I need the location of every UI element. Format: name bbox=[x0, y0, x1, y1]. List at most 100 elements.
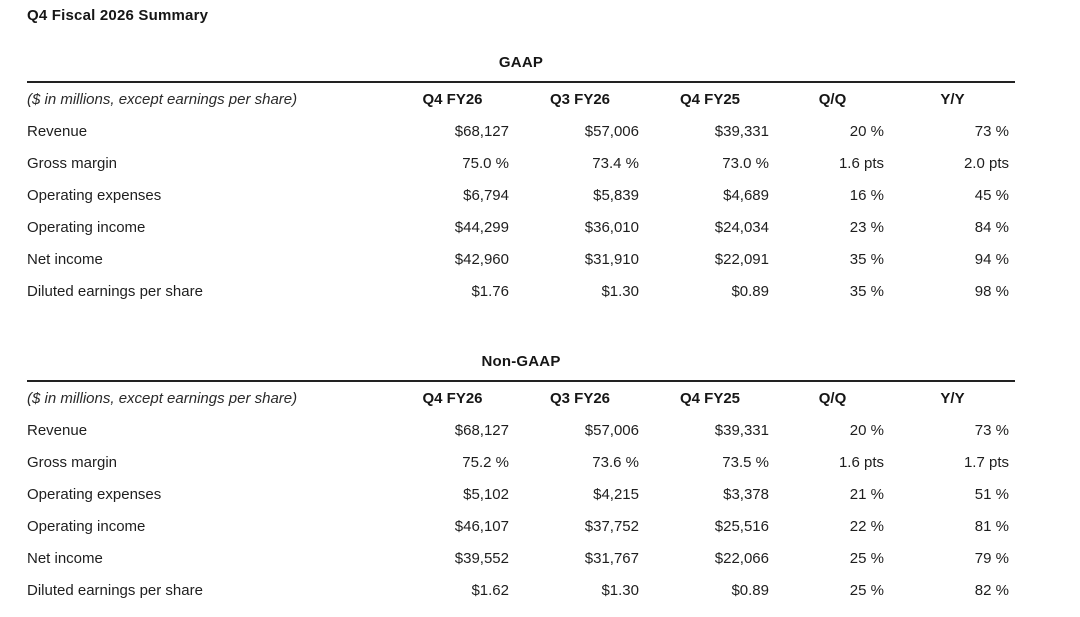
row-label: Operating expenses bbox=[27, 187, 162, 204]
non-gaap-section: Non-GAAP ($ in millions, except earnings… bbox=[27, 353, 1015, 607]
cell-value: $39,331 bbox=[714, 422, 769, 439]
cell-value: $57,006 bbox=[584, 422, 639, 439]
cell-value: $0.89 bbox=[731, 582, 769, 599]
cell-value: $39,331 bbox=[714, 123, 769, 140]
cell-value: $42,960 bbox=[454, 251, 509, 268]
column-header-qq: Q/Q bbox=[818, 390, 847, 407]
table-row-diluted-eps: Diluted earnings per share $1.62 $1.30 $… bbox=[27, 575, 1015, 607]
cell-value: $5,102 bbox=[463, 486, 509, 503]
cell-value: $1.30 bbox=[601, 582, 639, 599]
cell-value: $1.62 bbox=[471, 582, 509, 599]
table-row-net-income: Net income $42,960 $31,910 $22,091 35 % … bbox=[27, 244, 1015, 276]
cell-value: $46,107 bbox=[454, 518, 509, 535]
unit-note: ($ in millions, except earnings per shar… bbox=[27, 390, 298, 407]
column-header-q4fy26: Q4 FY26 bbox=[422, 390, 483, 407]
cell-value: $4,215 bbox=[593, 486, 639, 503]
column-header-q3fy26: Q3 FY26 bbox=[549, 91, 611, 108]
cell-value: $24,034 bbox=[714, 219, 769, 236]
cell-value: $1.30 bbox=[601, 283, 639, 300]
column-header-q4fy26: Q4 FY26 bbox=[422, 91, 483, 108]
cell-value: $22,091 bbox=[714, 251, 769, 268]
table-row-gross-margin: Gross margin 75.0 % 73.4 % 73.0 % 1.6 pt… bbox=[27, 148, 1015, 180]
table-row-gross-margin: Gross margin 75.2 % 73.6 % 73.5 % 1.6 pt… bbox=[27, 447, 1015, 479]
cell-value: 1.6 pts bbox=[838, 454, 884, 471]
cell-value: $36,010 bbox=[584, 219, 639, 236]
cell-value: 51 % bbox=[974, 486, 1009, 503]
table-row-operating-income: Operating income $44,299 $36,010 $24,034… bbox=[27, 212, 1015, 244]
row-label: Diluted earnings per share bbox=[27, 283, 203, 300]
cell-value: 81 % bbox=[974, 518, 1009, 535]
table-row-net-income: Net income $39,552 $31,767 $22,066 25 % … bbox=[27, 543, 1015, 575]
table-row-operating-expenses: Operating expenses $6,794 $5,839 $4,689 … bbox=[27, 180, 1015, 212]
cell-value: 35 % bbox=[849, 283, 884, 300]
cell-value: 20 % bbox=[849, 123, 884, 140]
cell-value: 73.0 % bbox=[722, 155, 769, 172]
cell-value: 22 % bbox=[849, 518, 884, 535]
non-gaap-table: ($ in millions, except earnings per shar… bbox=[27, 380, 1015, 607]
cell-value: 94 % bbox=[974, 251, 1009, 268]
cell-value: $44,299 bbox=[454, 219, 509, 236]
page-title: Q4 Fiscal 2026 Summary bbox=[27, 7, 209, 24]
cell-value: 75.0 % bbox=[462, 155, 509, 172]
row-label: Operating expenses bbox=[27, 486, 162, 503]
column-header-q3fy26: Q3 FY26 bbox=[549, 390, 611, 407]
non-gaap-header-row: ($ in millions, except earnings per shar… bbox=[27, 381, 1015, 415]
row-label: Net income bbox=[27, 251, 103, 268]
cell-value: $0.89 bbox=[731, 283, 769, 300]
cell-value: $25,516 bbox=[714, 518, 769, 535]
table-row-revenue: Revenue $68,127 $57,006 $39,331 20 % 73 … bbox=[27, 116, 1015, 148]
row-label: Diluted earnings per share bbox=[27, 582, 203, 599]
gaap-section: GAAP ($ in millions, except earnings per… bbox=[27, 54, 1015, 308]
cell-value: 84 % bbox=[974, 219, 1009, 236]
cell-value: $37,752 bbox=[584, 518, 639, 535]
row-label: Operating income bbox=[27, 219, 146, 236]
row-label: Operating income bbox=[27, 518, 146, 535]
row-label: Gross margin bbox=[27, 454, 118, 471]
cell-value: $1.76 bbox=[471, 283, 509, 300]
column-header-yy: Y/Y bbox=[940, 390, 965, 407]
gaap-table-title: GAAP bbox=[498, 54, 544, 71]
row-label: Net income bbox=[27, 550, 103, 567]
cell-value: 82 % bbox=[974, 582, 1009, 599]
cell-value: $68,127 bbox=[454, 422, 509, 439]
column-header-qq: Q/Q bbox=[818, 91, 847, 108]
cell-value: $3,378 bbox=[723, 486, 769, 503]
row-label: Revenue bbox=[27, 123, 88, 140]
financial-summary-page: Q4 Fiscal 2026 Summary GAAP ($ in millio… bbox=[27, 7, 1015, 607]
cell-value: 1.7 pts bbox=[963, 454, 1009, 471]
cell-value: $39,552 bbox=[454, 550, 509, 567]
cell-value: 98 % bbox=[974, 283, 1009, 300]
cell-value: 75.2 % bbox=[462, 454, 509, 471]
column-header-yy: Y/Y bbox=[940, 91, 965, 108]
cell-value: 45 % bbox=[974, 187, 1009, 204]
cell-value: 23 % bbox=[849, 219, 884, 236]
cell-value: 73 % bbox=[974, 123, 1009, 140]
column-header-q4fy25: Q4 FY25 bbox=[679, 91, 741, 108]
cell-value: $68,127 bbox=[454, 123, 509, 140]
cell-value: $57,006 bbox=[584, 123, 639, 140]
cell-value: 73.4 % bbox=[592, 155, 639, 172]
cell-value: 25 % bbox=[849, 582, 884, 599]
table-row-operating-expenses: Operating expenses $5,102 $4,215 $3,378 … bbox=[27, 479, 1015, 511]
gaap-table: ($ in millions, except earnings per shar… bbox=[27, 81, 1015, 308]
cell-value: 73 % bbox=[974, 422, 1009, 439]
cell-value: 25 % bbox=[849, 550, 884, 567]
cell-value: 20 % bbox=[849, 422, 884, 439]
row-label: Revenue bbox=[27, 422, 88, 439]
cell-value: 16 % bbox=[849, 187, 884, 204]
cell-value: $4,689 bbox=[723, 187, 769, 204]
non-gaap-table-title: Non-GAAP bbox=[481, 353, 561, 370]
cell-value: 35 % bbox=[849, 251, 884, 268]
row-label: Gross margin bbox=[27, 155, 118, 172]
cell-value: 79 % bbox=[974, 550, 1009, 567]
cell-value: 21 % bbox=[849, 486, 884, 503]
table-row-revenue: Revenue $68,127 $57,006 $39,331 20 % 73 … bbox=[27, 415, 1015, 447]
table-row-operating-income: Operating income $46,107 $37,752 $25,516… bbox=[27, 511, 1015, 543]
cell-value: 2.0 pts bbox=[963, 155, 1009, 172]
cell-value: $6,794 bbox=[463, 187, 509, 204]
cell-value: $31,767 bbox=[584, 550, 639, 567]
unit-note: ($ in millions, except earnings per shar… bbox=[27, 91, 298, 108]
cell-value: $22,066 bbox=[714, 550, 769, 567]
cell-value: 1.6 pts bbox=[838, 155, 884, 172]
cell-value: $5,839 bbox=[593, 187, 639, 204]
